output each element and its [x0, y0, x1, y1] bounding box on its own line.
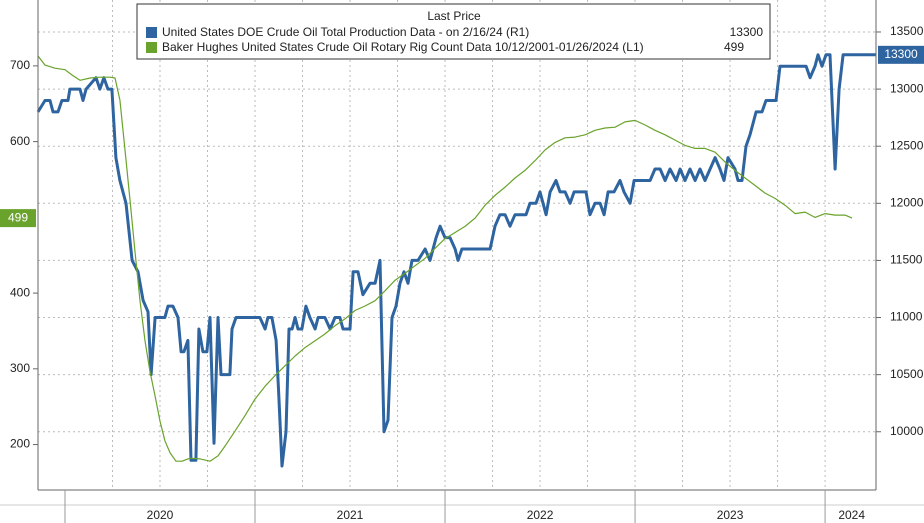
last-value-badge: [0, 209, 36, 228]
legend-swatch: [146, 27, 157, 38]
y-tick-label: 400: [10, 285, 30, 299]
y2-tick-label: 13000: [890, 81, 924, 95]
legend-swatch: [146, 42, 157, 53]
y-tick-label: 700: [10, 58, 30, 72]
y2-tick-label: 11500: [890, 253, 923, 267]
last-value-label: 499: [8, 210, 28, 224]
legend-label: Baker Hughes United States Crude Oil Rot…: [162, 40, 644, 54]
y2-tick-label: 13500: [890, 24, 924, 38]
legend-label: United States DOE Crude Oil Total Produc…: [162, 25, 529, 39]
legend-value: 499: [724, 40, 744, 54]
legend-value: 13300: [730, 25, 764, 39]
legend-box: [136, 3, 771, 60]
series-line: [36, 53, 876, 468]
badges: 13300 499: [0, 45, 924, 228]
y-tick-label: 300: [10, 361, 30, 375]
x-tick-label: 2023: [717, 508, 744, 522]
grid: [38, 0, 876, 490]
legend-title: Last Price: [427, 9, 481, 23]
y-tick-label: 200: [10, 437, 30, 451]
y2-tick-label: 12000: [890, 195, 924, 209]
last-value-badge: [878, 45, 924, 64]
x-tick-label: 2022: [527, 508, 554, 522]
x-tick-label: 2024: [838, 508, 865, 522]
y-tick-label: 600: [10, 134, 30, 148]
series-line: [37, 55, 853, 462]
x-tick-label: 2020: [147, 508, 174, 522]
y2-tick-label: 11000: [890, 310, 923, 324]
y2-tick-label: 10000: [890, 424, 924, 438]
legend: Last Price United States DOE Crude Oil T…: [136, 3, 771, 60]
lines: [36, 53, 876, 468]
y2-tick-label: 10500: [890, 367, 924, 381]
x-tick-label: 2021: [337, 508, 364, 522]
last-value-label: 13300: [884, 47, 918, 61]
y2-tick-label: 12500: [890, 138, 924, 152]
